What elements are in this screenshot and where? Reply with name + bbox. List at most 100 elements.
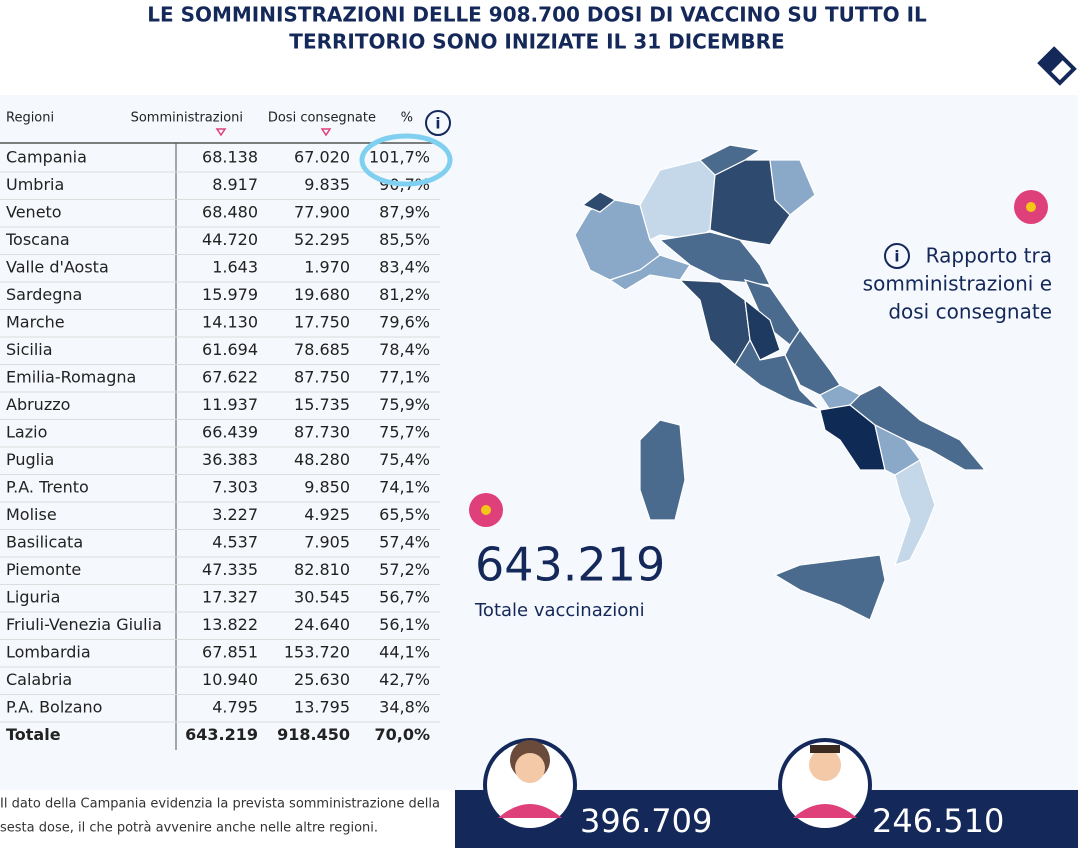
flower-icon	[1014, 190, 1048, 224]
region-name: Molise	[6, 505, 57, 524]
administered: 36.383	[202, 450, 258, 469]
delivered: 48.280	[294, 450, 350, 469]
administered: 4.795	[212, 698, 258, 717]
delivered: 13.795	[294, 698, 350, 717]
administered: 4.537	[212, 533, 258, 552]
delivered: 30.545	[294, 588, 350, 607]
svg-text:i: i	[435, 115, 440, 133]
delivered: 67.020	[294, 148, 350, 167]
delivered: 153.720	[284, 643, 350, 662]
ratio: 42,7%	[379, 670, 430, 689]
delivered: 77.900	[294, 203, 350, 222]
administered: 67.851	[202, 643, 258, 662]
ratio: 78,4%	[379, 340, 430, 359]
map	[574, 144, 987, 621]
map-note: somministrazioni e	[863, 272, 1052, 296]
column-header: Somministrazioni	[131, 111, 243, 126]
footnote: sesta dose, il che potrà avvenire anche …	[0, 821, 378, 836]
region-name: Friuli-Venezia Giulia	[6, 615, 162, 634]
sort-icon[interactable]	[320, 128, 332, 137]
info-icon[interactable]: i	[425, 110, 451, 136]
info-icon[interactable]: i	[884, 243, 910, 269]
administered: 11.937	[202, 395, 258, 414]
region-name: Piemonte	[6, 560, 81, 579]
delivered: 17.750	[294, 313, 350, 332]
title: LE SOMMINISTRAZIONI DELLE 908.700 DOSI D…	[147, 3, 927, 27]
delivered: 52.295	[294, 230, 350, 249]
total-delivered: 918.450	[277, 725, 350, 744]
administered: 8.917	[212, 175, 258, 194]
map-note: dosi consegnate	[888, 300, 1052, 324]
administered: 44.720	[202, 230, 258, 249]
ratio: 83,4%	[379, 258, 430, 277]
administered: 13.822	[202, 615, 258, 634]
delivered: 9.850	[304, 478, 350, 497]
region-name: Campania	[6, 148, 87, 167]
sort-icon[interactable]	[215, 128, 227, 137]
column-header: Regioni	[6, 111, 54, 126]
column-header: Dosi consegnate	[268, 111, 376, 126]
delivered: 1.970	[304, 258, 350, 277]
administered: 67.622	[202, 368, 258, 387]
ratio: 75,7%	[379, 423, 430, 442]
delivered: 9.835	[304, 175, 350, 194]
male-avatar	[778, 738, 872, 832]
administered: 47.335	[202, 560, 258, 579]
region-name: Sardegna	[6, 285, 82, 304]
ratio: 85,5%	[379, 230, 430, 249]
title: TERRITORIO SONO INIZIATE IL 31 DICEMBRE	[289, 30, 784, 54]
administered: 15.979	[202, 285, 258, 304]
region-name: Veneto	[6, 203, 62, 222]
administered: 10.940	[202, 670, 258, 689]
administered: 3.227	[212, 505, 258, 524]
ratio: 81,2%	[379, 285, 430, 304]
ratio: 77,1%	[379, 368, 430, 387]
ratio: 57,2%	[379, 560, 430, 579]
region-name: Liguria	[6, 588, 60, 607]
male-count: 246.510	[872, 802, 1004, 840]
summary-value: 643.219	[475, 538, 665, 592]
region-name: P.A. Bolzano	[6, 698, 102, 717]
ratio: 34,8%	[379, 698, 430, 717]
delivered: 19.680	[294, 285, 350, 304]
administered: 61.694	[202, 340, 258, 359]
ratio: 56,1%	[379, 615, 430, 634]
total-ratio: 70,0%	[374, 725, 430, 744]
delivered: 82.810	[294, 560, 350, 579]
region-name: Umbria	[6, 175, 64, 194]
flower-icon	[469, 493, 503, 527]
delivered: 87.750	[294, 368, 350, 387]
total-administered: 643.219	[185, 725, 258, 744]
ratio: 87,9%	[379, 203, 430, 222]
delivered: 78.685	[294, 340, 350, 359]
ratio: 79,6%	[379, 313, 430, 332]
delivered: 15.735	[294, 395, 350, 414]
delivered: 24.640	[294, 615, 350, 634]
delivered: 7.905	[304, 533, 350, 552]
delivered: 87.730	[294, 423, 350, 442]
region-name: Lazio	[6, 423, 47, 442]
administered: 68.480	[202, 203, 258, 222]
ratio: 65,5%	[379, 505, 430, 524]
region-name: Emilia-Romagna	[6, 368, 136, 387]
map-note: Rapporto tra	[926, 244, 1052, 268]
administered: 68.138	[202, 148, 258, 167]
column-header: %	[401, 111, 413, 126]
region-name: Abruzzo	[6, 395, 70, 414]
region-name: Basilicata	[6, 533, 83, 552]
ratio: 44,1%	[379, 643, 430, 662]
ratio: 75,4%	[379, 450, 430, 469]
ratio: 75,9%	[379, 395, 430, 414]
ratio: 56,7%	[379, 588, 430, 607]
total-region-name: Totale	[6, 725, 61, 744]
region-name: Lombardia	[6, 643, 91, 662]
administered: 1.643	[212, 258, 258, 277]
region-name: Toscana	[5, 230, 70, 249]
administered: 14.130	[202, 313, 258, 332]
female-count: 396.709	[580, 802, 712, 840]
highlight	[359, 133, 453, 187]
ratio: 101,7%	[369, 148, 430, 167]
footnote: Il dato della Campania evidenzia la prev…	[0, 797, 440, 812]
region-name: Marche	[6, 313, 65, 332]
